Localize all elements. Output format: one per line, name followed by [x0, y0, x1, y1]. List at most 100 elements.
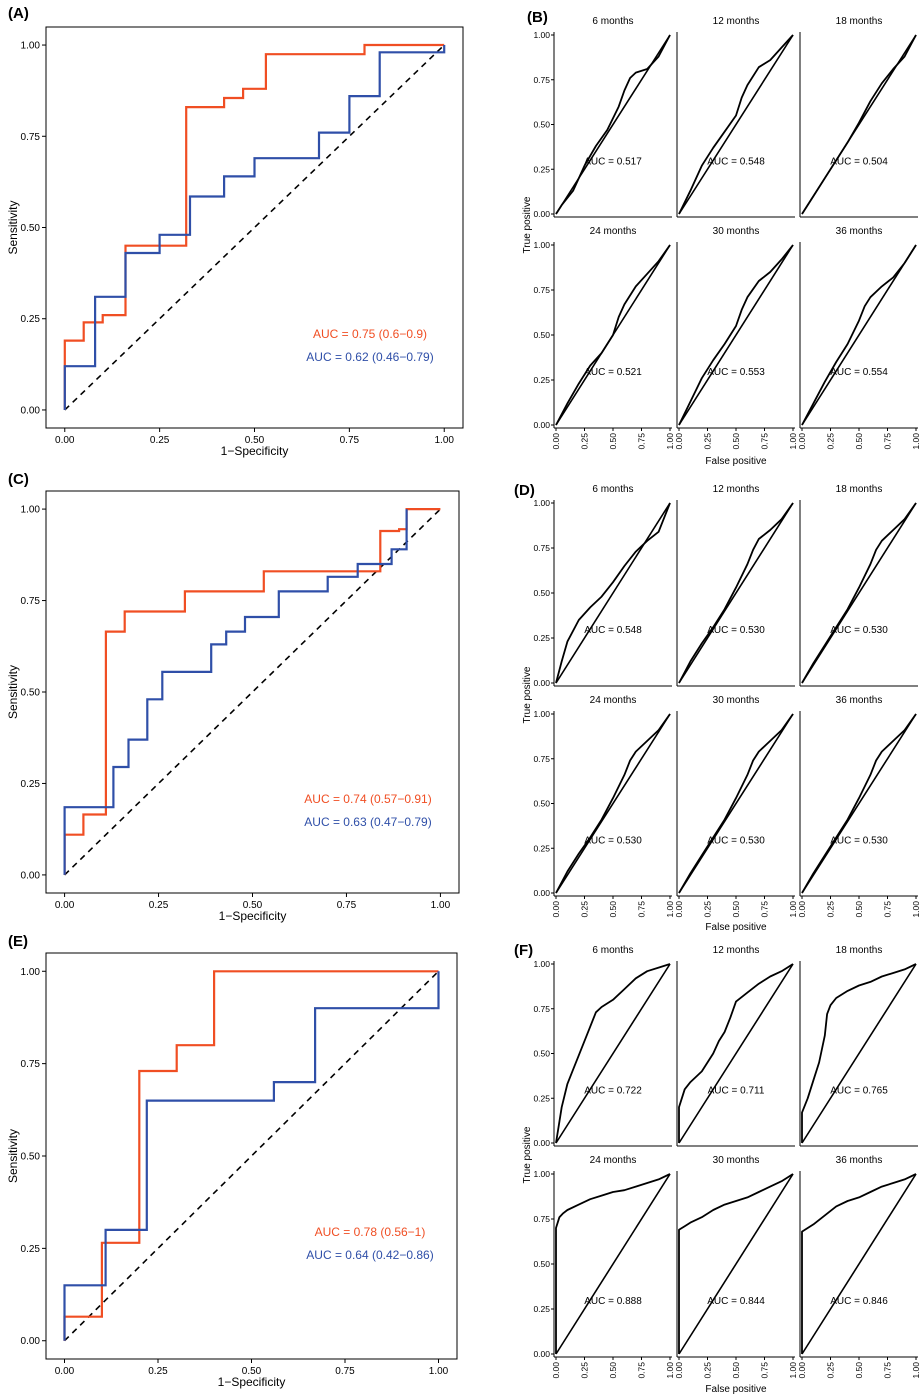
- y-tick-label: 1.00: [533, 1169, 550, 1179]
- y-tick-label: 1.00: [533, 959, 550, 969]
- facet-6-months: 6 months 0.00 0.25 0.50 0.75 1.00 AUC = 0.722: [533, 945, 672, 1148]
- facet-12-months: 12 months AUC = 0.530: [676, 484, 795, 687]
- x-tick-label: 0.50: [242, 1366, 262, 1377]
- panel-label: (B): [527, 9, 548, 26]
- facet-6-months: 6 months 0.00 0.25 0.50 0.75 1.00 AUC = 0.548: [533, 484, 672, 688]
- x-tick-label: 0.50: [854, 1362, 864, 1379]
- facet-30-months: 30 months 0.00 0.25 0.50 0.75 1.00 AUC = 0.553: [674, 226, 798, 450]
- reference-diagonal: [555, 713, 671, 894]
- x-tick-label: 1.00: [788, 1362, 798, 1379]
- y-tick-label: 0.00: [533, 1138, 550, 1148]
- y-tick-label: 0.75: [21, 1059, 41, 1070]
- y-tick-label: 0.50: [21, 223, 41, 234]
- facet-18-months: 18 months AUC = 0.765: [799, 945, 918, 1147]
- x-tick-label: 0.75: [637, 1362, 647, 1379]
- facet-24-months: 24 months 0.00 0.25 0.50 0.75 1.00 0.00 0.25 0.5…: [533, 1155, 675, 1379]
- auc-label: AUC = 0.530: [584, 835, 642, 846]
- facet-6-months: 6 months 0.00 0.25 0.50 0.75 1.00 AUC = 0.517: [533, 16, 672, 219]
- y-tick-label: 0.75: [533, 754, 550, 764]
- roc-curve: [555, 502, 671, 684]
- x-tick-label: 0.25: [580, 1362, 590, 1379]
- x-axis-title: False positive: [705, 922, 767, 933]
- x-tick-label: 0.00: [674, 1362, 684, 1379]
- facet-title: 36 months: [836, 1155, 883, 1166]
- x-tick-label: 0.00: [797, 1362, 807, 1379]
- x-tick-label: 0.75: [760, 433, 770, 450]
- x-tick-label: 0.00: [551, 1362, 561, 1379]
- roc-curve: [801, 34, 917, 215]
- y-tick-label: 0.25: [21, 1244, 41, 1255]
- y-tick-label: 1.00: [21, 967, 41, 978]
- x-tick-label: 0.50: [608, 1362, 618, 1379]
- x-tick-label: 0.00: [55, 1366, 75, 1377]
- roc-curve: [555, 244, 671, 426]
- auc-label: AUC = 0.888: [584, 1296, 642, 1307]
- x-tick-label: 1.00: [435, 435, 455, 446]
- x-tick-label: 1.00: [665, 1362, 675, 1379]
- auc-label: AUC = 0.504: [830, 156, 888, 167]
- y-tick-label: 0.75: [533, 543, 550, 553]
- x-tick-label: 0.50: [731, 433, 741, 450]
- y-tick-label: 0.75: [533, 75, 550, 85]
- x-axis-title: 1−Specificity: [221, 444, 289, 458]
- reference-diagonal: [555, 1173, 671, 1355]
- facet-title: 6 months: [592, 484, 633, 495]
- y-tick-label: 0.50: [533, 330, 550, 340]
- facet-title: 18 months: [836, 16, 883, 27]
- x-tick-label: 1.00: [911, 433, 921, 450]
- roc-curve: [678, 713, 794, 894]
- auc-label-orange: AUC = 0.78 (0.56−1): [315, 1225, 426, 1239]
- facet-panel-b: (B) 6 months 0.00 0.25 0.50 0.75 1.00 AUC = 0.5…: [522, 9, 921, 467]
- roc-curve: [555, 963, 671, 1144]
- y-tick-label: 0.25: [533, 375, 550, 385]
- roc-curve: [678, 34, 794, 215]
- y-axis-title: Sensitivity: [6, 665, 20, 719]
- y-tick-label: 0.25: [533, 1304, 550, 1314]
- facet-30-months: 30 months 0.00 0.25 0.50 0.75 1.00 AUC = 0.844: [674, 1155, 798, 1379]
- reference-diagonal: [678, 244, 794, 426]
- y-tick-label: 1.00: [533, 30, 550, 40]
- x-tick-label: 0.50: [608, 433, 618, 450]
- y-tick-label: 0.00: [21, 405, 41, 416]
- reference-diagonal: [801, 963, 917, 1144]
- facet-title: 30 months: [713, 695, 760, 706]
- panel-label: (A): [8, 5, 29, 22]
- x-tick-label: 0.50: [243, 900, 263, 911]
- facet-title: 6 months: [592, 945, 633, 956]
- panel-label: (C): [8, 471, 29, 488]
- x-tick-label: 0.75: [637, 901, 647, 918]
- auc-label: AUC = 0.530: [830, 835, 888, 846]
- y-tick-label: 0.50: [533, 1259, 550, 1269]
- facet-title: 36 months: [836, 226, 883, 237]
- y-axis-title: Sensitivity: [6, 200, 20, 254]
- x-tick-label: 1.00: [788, 433, 798, 450]
- panel-label: (D): [514, 482, 535, 499]
- facet-title: 24 months: [590, 1155, 637, 1166]
- auc-label-blue: AUC = 0.64 (0.42−0.86): [306, 1248, 433, 1262]
- x-tick-label: 0.25: [148, 1366, 168, 1377]
- auc-label: AUC = 0.521: [584, 367, 642, 378]
- y-axis-title: True positive: [522, 196, 533, 253]
- roc-curve: [678, 1173, 794, 1354]
- facet-title: 24 months: [590, 695, 637, 706]
- roc-curve: [678, 244, 794, 426]
- y-tick-label: 0.25: [533, 843, 550, 853]
- facet-title: 6 months: [592, 16, 633, 27]
- y-axis-title: True positive: [522, 666, 533, 723]
- x-tick-label: 0.25: [580, 433, 590, 450]
- x-tick-label: 0.00: [797, 901, 807, 918]
- x-tick-label: 0.50: [608, 901, 618, 918]
- y-tick-label: 0.75: [533, 285, 550, 295]
- y-tick-label: 0.00: [533, 209, 550, 219]
- facet-title: 30 months: [713, 226, 760, 237]
- auc-label-blue: AUC = 0.62 (0.46−0.79): [306, 350, 433, 364]
- auc-label: AUC = 0.846: [830, 1296, 888, 1307]
- y-axis-title: Sensitivity: [6, 1129, 20, 1183]
- y-tick-label: 0.50: [21, 1152, 41, 1163]
- facet-36-months: 36 months 0.00 0.25 0.50 0.75 1.00 AUC = 0.846: [797, 1155, 921, 1379]
- roc-panel-c: (C) 0.00 0.00 0.25 0.25 0.50 0.50 0.75 0.75 1.00 1…: [6, 471, 460, 923]
- reference-diagonal: [555, 502, 671, 684]
- roc-curve-blue: [63, 45, 446, 410]
- facet-18-months: 18 months AUC = 0.504: [799, 16, 918, 218]
- roc-curve: [678, 502, 794, 684]
